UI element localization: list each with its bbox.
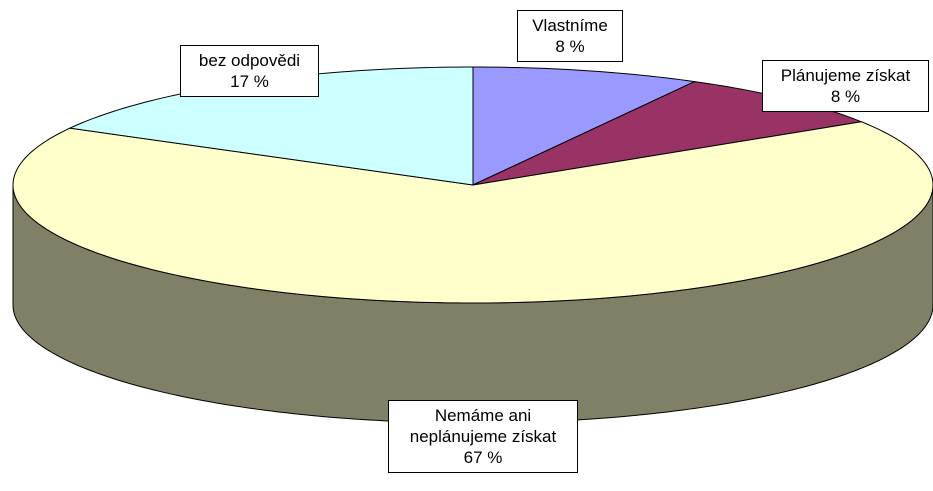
data-label: Nemáme ani neplánujeme získat 67 % <box>388 400 578 473</box>
label-name: Plánujeme získat <box>780 66 911 85</box>
label-name: bez odpovědi <box>198 51 301 70</box>
label-value: 8 % <box>555 37 585 56</box>
slice <box>472 66 697 186</box>
data-label: Vlastníme 8 % <box>517 10 623 62</box>
label-value: 17 % <box>230 72 269 91</box>
label-value: 67 % <box>463 448 503 467</box>
data-label: Plánujeme získat 8 % <box>762 60 929 112</box>
data-label: bez odpovědi 17 % <box>180 45 319 97</box>
label-value: 8 % <box>830 87 861 106</box>
label-name: Vlastníme <box>532 16 608 35</box>
label-name: Nemáme ani neplánujeme získat <box>409 406 557 446</box>
slice <box>12 121 933 304</box>
